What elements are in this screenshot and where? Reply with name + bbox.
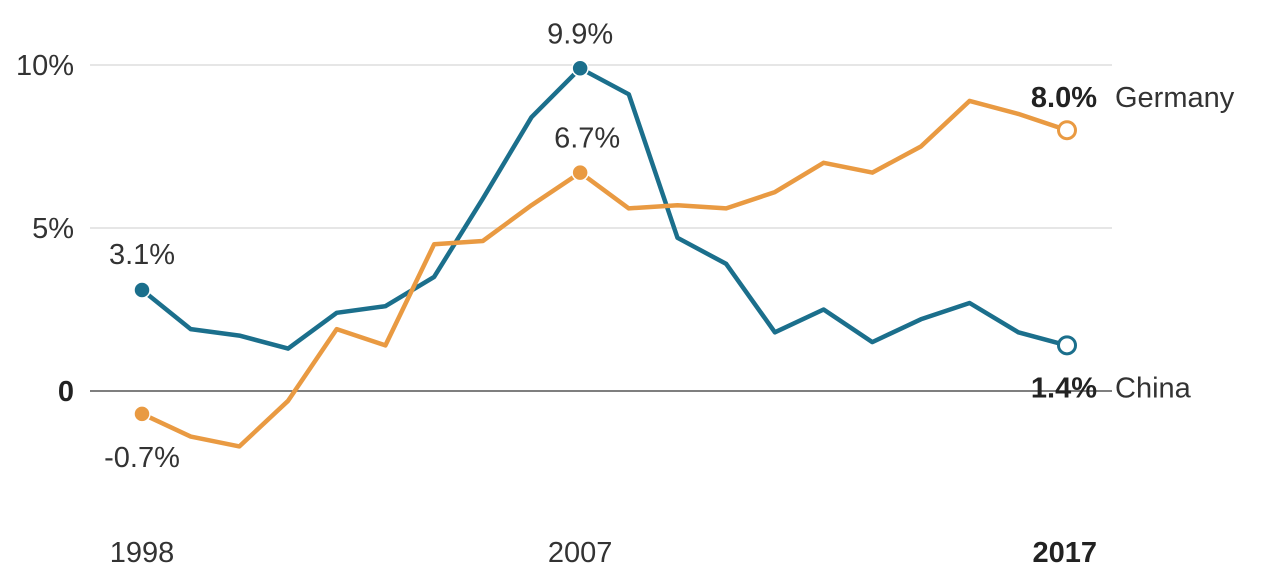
- grid-lines: [90, 64, 1112, 392]
- china-data-label: 3.1%: [109, 239, 175, 271]
- germany-data-label: 8.0%: [1031, 82, 1097, 114]
- y-tick-label: 5%: [32, 213, 74, 245]
- china-end-point: [1057, 335, 1077, 356]
- germany-end-point: [1057, 120, 1077, 141]
- data-labels: 3.1% 9.9% 1.4% -0.7% 6.7% 8.0%: [104, 18, 1097, 474]
- y-tick-label: 10%: [16, 50, 74, 82]
- china-line: [139, 66, 1070, 351]
- germany-data-label: -0.7%: [104, 442, 180, 474]
- y-tick-label: 0: [58, 376, 74, 408]
- china-point: [133, 281, 151, 299]
- y-axis-ticks: 0 5% 10%: [16, 50, 74, 408]
- china-data-label: 1.4%: [1031, 372, 1097, 404]
- germany-point: [133, 405, 151, 423]
- series-names: China Germany: [1115, 82, 1235, 404]
- series-points: [133, 59, 1077, 423]
- germany-line: [139, 98, 1070, 449]
- germany-point: [571, 163, 589, 182]
- germany-data-label: 6.7%: [554, 123, 620, 155]
- x-tick-label: 2007: [548, 537, 613, 569]
- china-point: [571, 59, 589, 78]
- china-data-label: 9.9%: [547, 18, 613, 50]
- x-axis-ticks: 1998 2007 2017: [110, 537, 1097, 569]
- series-lines: [139, 66, 1070, 449]
- x-tick-label: 1998: [110, 537, 175, 569]
- x-tick-label: 2017: [1032, 537, 1097, 569]
- china-series-label: China: [1115, 372, 1192, 404]
- germany-series-label: Germany: [1115, 82, 1235, 114]
